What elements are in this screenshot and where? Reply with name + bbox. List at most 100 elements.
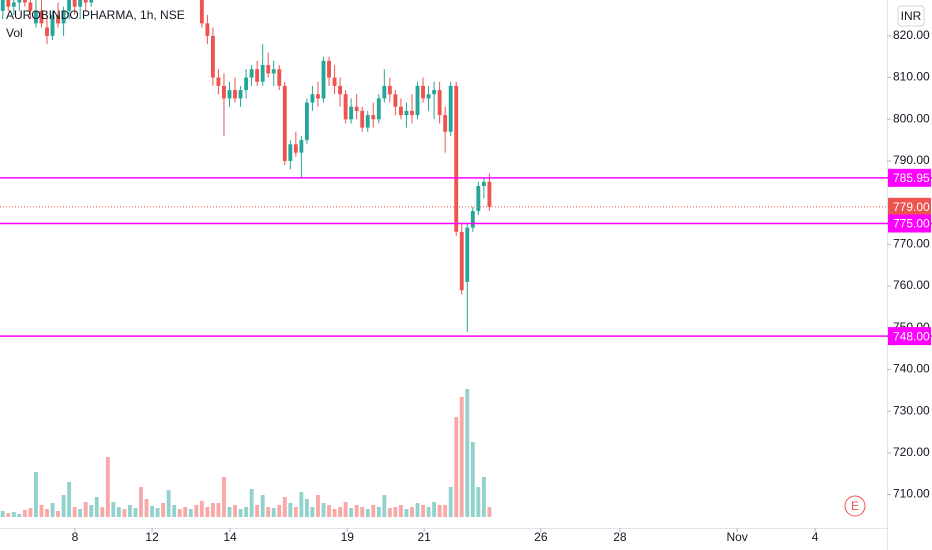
volume-bar [476, 487, 481, 517]
candle-body [432, 90, 437, 95]
candle-body [249, 69, 254, 78]
volume-bar [365, 509, 370, 517]
candle-body [393, 94, 398, 107]
volume-bar [45, 509, 49, 517]
x-tick-label: Nov [726, 530, 747, 544]
level-box [888, 168, 931, 187]
candle-body [465, 227, 470, 282]
volume-bar [260, 495, 265, 517]
volume-bar [282, 497, 287, 517]
candle-body [210, 35, 215, 78]
volume-bar [481, 477, 486, 517]
candle-body [404, 110, 409, 116]
candle-body [470, 210, 475, 228]
volume-bar [371, 505, 376, 517]
volume-bar [210, 503, 215, 517]
volume-bar [338, 507, 343, 517]
volume-bar [172, 505, 177, 517]
candle-body [39, 10, 44, 24]
volume-bar [133, 508, 138, 517]
event-marker-label[interactable]: E [851, 499, 859, 513]
x-tick-label: 14 [223, 530, 237, 544]
candle-body [288, 144, 293, 161]
volume-bar [161, 503, 166, 517]
x-tick-label: 8 [72, 530, 79, 544]
volume-bar [404, 509, 409, 517]
volume-bar [116, 507, 121, 517]
volume-bar [487, 507, 492, 517]
y-tick-label: 760.00 [893, 278, 930, 292]
candle-body [89, 0, 94, 3]
candle-body [260, 65, 265, 82]
volume-bar [28, 508, 33, 517]
volume-bar [304, 499, 309, 517]
candle-body [365, 115, 370, 128]
volume-bar [354, 505, 359, 517]
volume-bar [188, 509, 193, 517]
level-box [888, 214, 931, 233]
candle-body [476, 185, 481, 211]
candle-body [410, 110, 414, 116]
candle-body [382, 85, 387, 99]
volume-bar [67, 482, 72, 517]
candle-body [216, 77, 221, 86]
volume-bar [244, 507, 249, 517]
volume-bar [299, 492, 304, 517]
candle-body [0, 0, 5, 11]
volume-bar [50, 503, 55, 517]
x-tick-label: 28 [613, 530, 627, 544]
volume-bar [437, 505, 442, 517]
x-tick-label: 21 [417, 530, 431, 544]
volume-bar [100, 507, 105, 517]
candle-body [310, 94, 315, 103]
y-tick-label: 730.00 [893, 403, 930, 417]
volume-bar [6, 513, 11, 517]
volume-bar [332, 509, 337, 517]
volume-bar [343, 502, 348, 517]
candle-body [199, 0, 204, 24]
candle-body [56, 15, 60, 24]
candle-body [227, 90, 232, 99]
candle-body [360, 110, 365, 128]
volume-bar [177, 509, 182, 517]
candle-body [415, 85, 420, 116]
y-tick-label: 770.00 [893, 237, 930, 251]
candle-body [338, 85, 343, 95]
candle-body [72, 0, 77, 7]
volume-bar [426, 507, 431, 517]
volume-bar [393, 507, 398, 517]
candle-body [67, 0, 72, 11]
volume-bar [327, 505, 331, 517]
currency-label[interactable]: INR [901, 9, 922, 23]
price-labels: 779.00 785.95 775.00 748.00 [888, 168, 931, 346]
volume-bar [421, 505, 425, 517]
level-label: 785.95 [893, 171, 930, 185]
volume-bar [56, 511, 60, 517]
candle-body [45, 27, 49, 36]
volume-bar [183, 507, 188, 517]
volume-bar [271, 508, 276, 517]
symbol-title: AUROBINDO PHARMA, 1h, NSE [6, 8, 185, 22]
volume-bar [376, 507, 381, 517]
volume-bar [410, 507, 414, 517]
volume-bar [105, 457, 110, 517]
candle-body [244, 77, 249, 91]
volume-bar [255, 505, 260, 517]
x-tick-label: 26 [534, 530, 548, 544]
event-marker[interactable] [844, 495, 866, 517]
candle-body [332, 77, 337, 86]
candle-body [437, 90, 442, 116]
volume-bar [387, 508, 392, 517]
volume-bar [205, 507, 210, 517]
candle-body [421, 85, 425, 99]
y-tick-label: 800.00 [893, 111, 930, 125]
volume-bar [144, 499, 149, 517]
currency-button[interactable] [897, 5, 925, 27]
candle-body [343, 94, 348, 120]
volume-bar [89, 505, 94, 517]
y-tick-label: 790.00 [893, 153, 930, 167]
volume-label: Vol [6, 26, 23, 40]
candle-body [371, 115, 376, 120]
y-tick-label: 820.00 [893, 28, 930, 42]
